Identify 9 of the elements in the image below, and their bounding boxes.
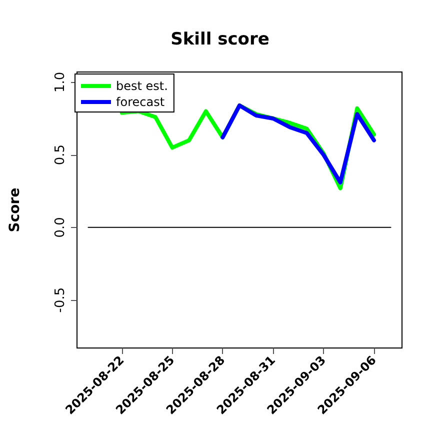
y-tick-label: 0.5 (53, 144, 68, 166)
chart-title: Skill score (170, 30, 270, 50)
y-tick-label: 0.0 (53, 217, 68, 238)
y-tick-label: 1.0 (53, 72, 68, 93)
legend-label: forecast (116, 95, 165, 109)
legend-label: best est. (116, 79, 168, 93)
y-axis-title: Score (7, 188, 23, 232)
y-tick-label: -0.5 (53, 287, 68, 313)
line-series (220, 103, 376, 184)
